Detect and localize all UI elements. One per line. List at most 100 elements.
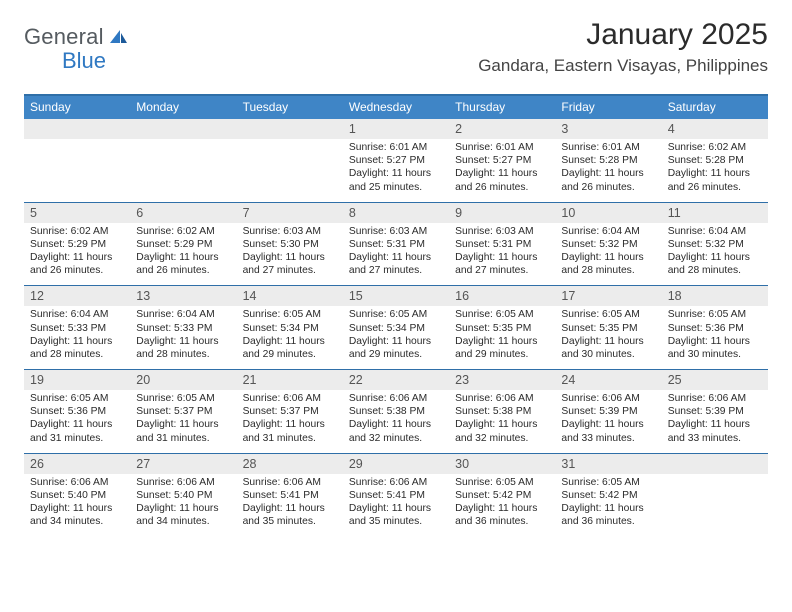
day-number: 2 [449,119,555,139]
day-cell-line: Sunrise: 6:03 AM [243,225,337,238]
day-number: 30 [449,454,555,474]
weekday-label: Saturday [662,96,768,119]
day-cell: Sunrise: 6:02 AMSunset: 5:29 PMDaylight:… [24,223,130,286]
month-title: January 2025 [478,18,768,52]
weekday-label: Wednesday [343,96,449,119]
day-cell-line: and 36 minutes. [455,515,549,528]
day-number: 17 [555,286,661,306]
day-cell: Sunrise: 6:06 AMSunset: 5:38 PMDaylight:… [449,390,555,453]
day-cell-line: Sunset: 5:27 PM [455,154,549,167]
day-cell-line: and 27 minutes. [243,264,337,277]
day-cell-line: Sunset: 5:42 PM [561,489,655,502]
day-cell-line: Sunrise: 6:05 AM [136,392,230,405]
day-number: 21 [237,370,343,390]
day-cell-line: and 33 minutes. [668,432,762,445]
day-cell-line: Daylight: 11 hours [30,502,124,515]
day-cell: Sunrise: 6:05 AMSunset: 5:36 PMDaylight:… [662,306,768,369]
title-block: January 2025 Gandara, Eastern Visayas, P… [478,18,768,76]
day-cell: Sunrise: 6:05 AMSunset: 5:37 PMDaylight:… [130,390,236,453]
day-cell-line: and 34 minutes. [30,515,124,528]
day-cell: Sunrise: 6:02 AMSunset: 5:29 PMDaylight:… [130,223,236,286]
day-cell-line: Sunrise: 6:02 AM [30,225,124,238]
day-cell-line: Sunrise: 6:06 AM [455,392,549,405]
day-cell-line: and 28 minutes. [561,264,655,277]
day-number: 23 [449,370,555,390]
day-cell [237,139,343,202]
day-cell: Sunrise: 6:05 AMSunset: 5:35 PMDaylight:… [555,306,661,369]
day-cell-line: Daylight: 11 hours [349,251,443,264]
day-cell-line: and 31 minutes. [243,432,337,445]
day-cell-line: Daylight: 11 hours [349,167,443,180]
day-cell-line: and 26 minutes. [561,181,655,194]
day-number: 12 [24,286,130,306]
day-cell-line: Sunset: 5:34 PM [243,322,337,335]
day-cell: Sunrise: 6:06 AMSunset: 5:40 PMDaylight:… [24,474,130,537]
day-cell-line: Daylight: 11 hours [668,251,762,264]
day-cell-line: Daylight: 11 hours [30,335,124,348]
day-number: 28 [237,454,343,474]
day-number: 27 [130,454,236,474]
day-cell-line: Daylight: 11 hours [561,418,655,431]
day-cell-line: Sunrise: 6:05 AM [561,476,655,489]
day-cell-line: and 35 minutes. [349,515,443,528]
day-cells-band: Sunrise: 6:01 AM Sunset: 5:27 PM Daylight:… [24,139,768,202]
day-cell-line: and 27 minutes. [349,264,443,277]
day-cell-line: Sunset: 5:35 PM [561,322,655,335]
header-row: General Blue January 2025 Gandara, Easte… [24,18,768,76]
day-cell-line: Sunset: 5:40 PM [136,489,230,502]
day-cell-line: Sunset: 5:32 PM [561,238,655,251]
day-number: 4 [662,119,768,139]
day-number [662,454,768,474]
weekday-header-row: Sunday Monday Tuesday Wednesday Thursday… [24,96,768,119]
day-cell-line: Daylight: 11 hours [30,251,124,264]
day-cell: Sunrise: 6:03 AMSunset: 5:31 PMDaylight:… [449,223,555,286]
day-cell-line: Sunrise: 6:05 AM [668,308,762,321]
day-number: 24 [555,370,661,390]
day-cell-line: Sunset: 5:38 PM [455,405,549,418]
day-cell-line: Sunrise: 6:05 AM [455,476,549,489]
week-row: 19202122232425Sunrise: 6:05 AMSunset: 5:… [24,369,768,453]
day-cell-line: Sunrise: 6:05 AM [30,392,124,405]
day-cell-line: Sunrise: 6:06 AM [136,476,230,489]
day-number: 8 [343,203,449,223]
day-cell-line: Sunset: 5:33 PM [136,322,230,335]
day-cell-line: Sunrise: 6:04 AM [136,308,230,321]
day-cell-line: and 30 minutes. [668,348,762,361]
day-cell-line: Daylight: 11 hours [668,335,762,348]
day-cell-line: Daylight: 11 hours [455,335,549,348]
day-number: 3 [555,119,661,139]
day-number: 10 [555,203,661,223]
day-cell-line: Sunset: 5:31 PM [455,238,549,251]
day-cell-line: and 30 minutes. [561,348,655,361]
day-cell: Sunrise: 6:06 AMSunset: 5:41 PMDaylight:… [343,474,449,537]
day-number-band: 19202122232425 [24,370,768,390]
day-cell-line: and 34 minutes. [136,515,230,528]
day-cell: Sunrise: 6:05 AMSunset: 5:36 PMDaylight:… [24,390,130,453]
week-row: 12131415161718Sunrise: 6:04 AMSunset: 5:… [24,285,768,369]
day-cells-band: Sunrise: 6:05 AMSunset: 5:36 PMDaylight:… [24,390,768,453]
day-number: 9 [449,203,555,223]
day-cell-line: Sunset: 5:38 PM [349,405,443,418]
day-number: 31 [555,454,661,474]
day-cell-line: Daylight: 11 hours [455,251,549,264]
day-number: 19 [24,370,130,390]
day-number: 14 [237,286,343,306]
day-number [237,119,343,139]
weekday-label: Sunday [24,96,130,119]
day-number: 13 [130,286,236,306]
day-cell-line: Sunset: 5:41 PM [243,489,337,502]
calendar-page: General Blue January 2025 Gandara, Easte… [0,0,792,536]
day-number-band: 262728293031 [24,454,768,474]
day-cell-line: Daylight: 11 hours [561,251,655,264]
brand-logo: General Blue [24,18,128,74]
day-cells-band: Sunrise: 6:04 AMSunset: 5:33 PM Daylight:… [24,306,768,369]
day-cell-line: and 26 minutes. [30,264,124,277]
day-number: 16 [449,286,555,306]
day-cell-line: and 28 minutes. [136,348,230,361]
day-cell-line: Sunset: 5:36 PM [30,405,124,418]
day-number: 15 [343,286,449,306]
day-cell-line: Sunrise: 6:03 AM [455,225,549,238]
day-cell-line: Daylight: 11 hours [349,335,443,348]
day-cell-line: Sunrise: 6:01 AM [561,141,655,154]
day-cell-line: Sunset: 5:29 PM [136,238,230,251]
